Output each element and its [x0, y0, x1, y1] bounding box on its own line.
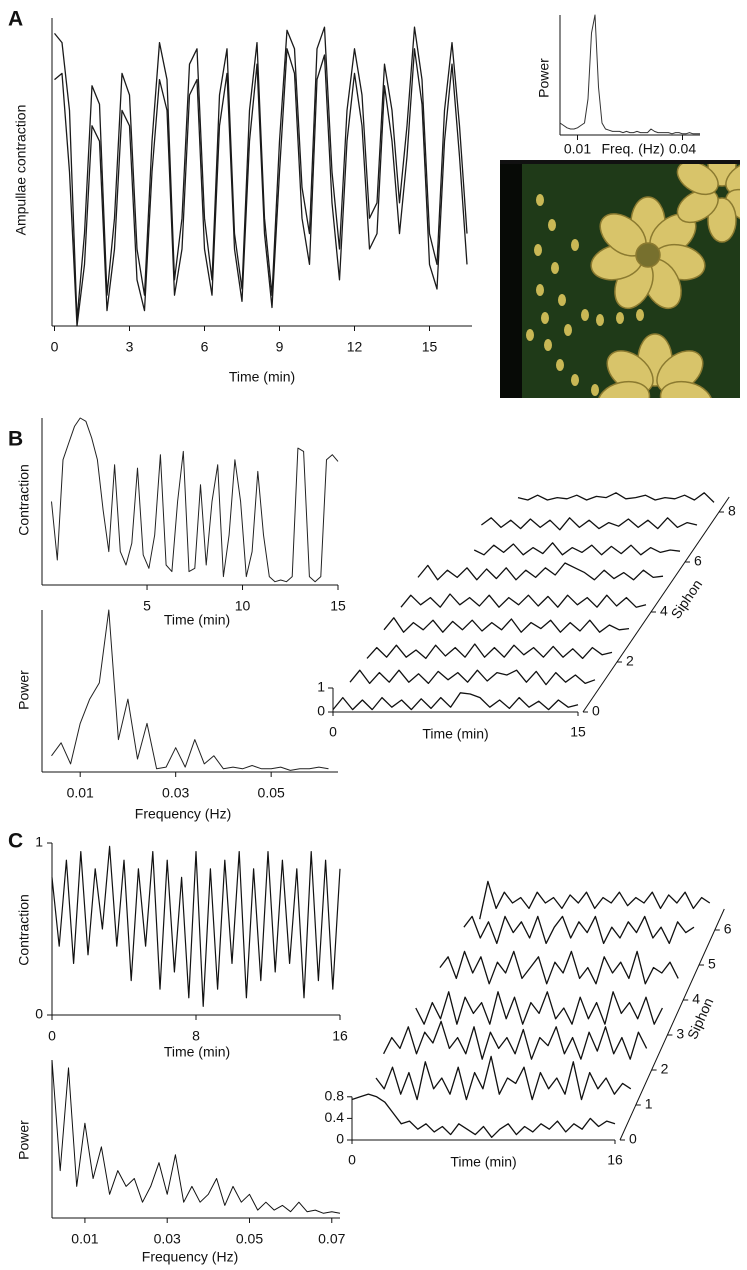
x-tick-label: 12 — [347, 339, 363, 355]
x-tick-label: 0 — [348, 1152, 356, 1168]
depth-tick-label: 2 — [626, 653, 634, 669]
panel-label: B — [8, 428, 23, 451]
depth-tick-label: 0 — [629, 1131, 637, 1147]
x-tick-label: 10 — [235, 598, 251, 614]
x-tick-label: 16 — [607, 1152, 623, 1168]
colony-photo — [500, 163, 740, 398]
x-tick-label: 0.05 — [258, 785, 285, 801]
photo-border — [500, 160, 740, 164]
x-tick-label: 15 — [570, 724, 586, 740]
y-axis-label: Contraction — [16, 464, 32, 536]
x-tick-label: 0.01 — [67, 785, 94, 801]
x-axis-label: Time (min) — [229, 369, 295, 385]
y-tick-label: 1 — [317, 679, 325, 695]
depth-tick-label: 3 — [676, 1026, 684, 1042]
depth-axis — [619, 908, 725, 1141]
siphon-trace — [351, 1093, 616, 1138]
x-tick-label: 3 — [126, 339, 134, 355]
siphon-trace — [463, 915, 695, 945]
trace — [51, 417, 339, 583]
x-tick-label: 0 — [329, 724, 337, 740]
x-tick-label: 0.04 — [669, 141, 696, 157]
x-tick-label: 0.03 — [154, 1231, 181, 1247]
x-axis-label: Frequency (Hz) — [135, 806, 231, 822]
depth-tick-label: 2 — [661, 1061, 669, 1077]
x-tick-label: 0 — [51, 339, 59, 355]
depth-axis-label: Siphon — [684, 995, 717, 1041]
depth-axis-label: Siphon — [667, 576, 705, 621]
siphon-trace — [383, 1020, 648, 1060]
trace — [54, 48, 468, 327]
depth-tick-label: 6 — [724, 921, 732, 937]
y-axis-label: Ampullae contraction — [13, 105, 29, 236]
siphon-trace — [349, 669, 596, 686]
y-tick-label: 0.4 — [325, 1109, 345, 1125]
x-tick-label: 9 — [276, 339, 284, 355]
y-axis-label: Power — [16, 670, 32, 710]
depth-tick-label: 8 — [728, 503, 736, 519]
depth-tick-label: 4 — [660, 603, 668, 619]
trace — [51, 1059, 341, 1214]
depth-tick-label: 0 — [592, 703, 600, 719]
x-tick-label: 15 — [330, 598, 346, 614]
trace — [51, 609, 329, 771]
x-axis-label: Frequency (Hz) — [142, 1249, 238, 1265]
x-tick-label: 16 — [332, 1028, 348, 1044]
siphon-trace — [473, 542, 681, 556]
y-tick-label: 0.8 — [325, 1088, 345, 1104]
siphon-trace — [415, 991, 663, 1025]
depth-tick-label: 1 — [645, 1096, 653, 1112]
x-axis-label: Freq. (Hz) — [602, 141, 665, 157]
depth-axis — [582, 496, 730, 713]
x-tick-label: 0.03 — [162, 785, 189, 801]
x-tick-label: 0.01 — [564, 141, 591, 157]
x-tick-label: 0.05 — [236, 1231, 263, 1247]
y-axis-label: Power — [16, 1120, 32, 1160]
siphon-trace — [375, 1055, 632, 1101]
panel-label: C — [8, 830, 23, 853]
y-tick-label: 1 — [35, 834, 43, 850]
siphon-trace — [400, 593, 647, 608]
trace — [559, 14, 700, 135]
siphon-trace — [332, 692, 579, 711]
depth-tick-label: 5 — [708, 956, 716, 972]
y-axis-label: Power — [536, 58, 552, 98]
siphon-trace — [439, 950, 679, 985]
x-axis-label: Time (min) — [422, 726, 488, 742]
photo-zooid — [597, 333, 713, 398]
siphon-trace — [417, 562, 664, 581]
y-tick-label: 0 — [336, 1131, 344, 1147]
siphon-trace — [481, 517, 698, 531]
photo-zooid — [590, 196, 706, 310]
depth-tick-label: 4 — [692, 991, 700, 1007]
photo-zooid — [676, 163, 740, 243]
siphon-trace — [479, 880, 711, 920]
x-tick-label: 6 — [201, 339, 209, 355]
x-axis-label: Time (min) — [450, 1154, 516, 1170]
x-axis-label: Time (min) — [164, 612, 230, 628]
siphon-trace — [517, 492, 715, 503]
y-axis-label: Contraction — [16, 894, 32, 966]
x-tick-label: 8 — [192, 1028, 200, 1044]
x-tick-label: 0.07 — [318, 1231, 345, 1247]
panel-label: A — [8, 8, 23, 31]
y-tick-label: 0 — [317, 703, 325, 719]
siphon-trace — [383, 617, 630, 633]
photo-ampullae — [526, 194, 644, 396]
photo-shadow — [500, 163, 522, 398]
trace — [53, 26, 468, 321]
depth-tick-label: 6 — [694, 553, 702, 569]
x-axis-label: Time (min) — [164, 1044, 230, 1060]
x-tick-label: 0.01 — [71, 1231, 98, 1247]
x-tick-label: 0 — [48, 1028, 56, 1044]
x-tick-label: 5 — [143, 598, 151, 614]
trace — [51, 845, 341, 1007]
y-tick-label: 0 — [35, 1006, 43, 1022]
x-tick-label: 15 — [422, 339, 438, 355]
siphon-trace — [366, 643, 613, 660]
